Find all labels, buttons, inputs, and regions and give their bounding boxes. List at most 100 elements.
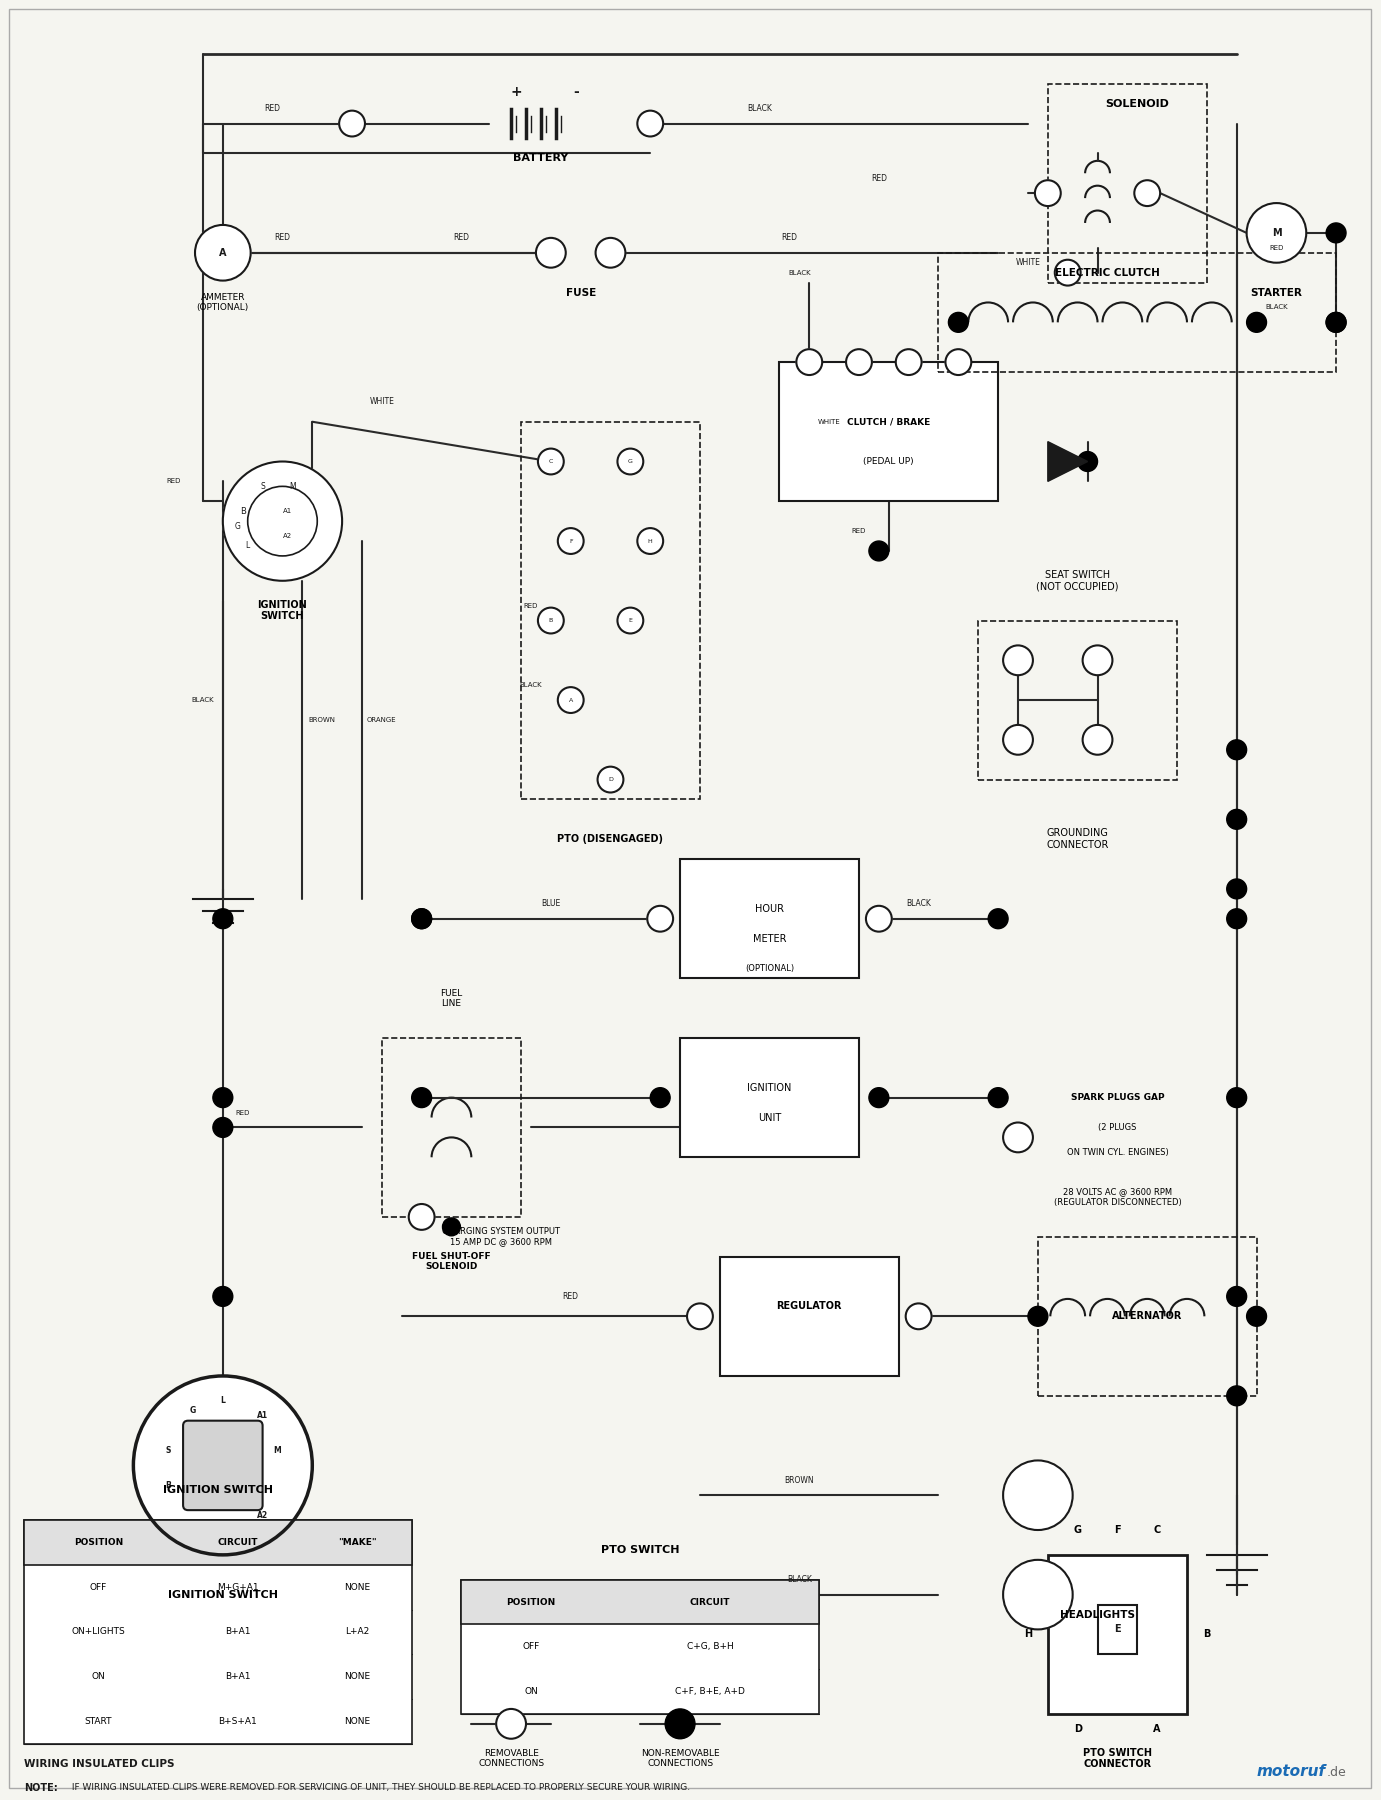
Text: CIRCUIT: CIRCUIT [217,1537,258,1546]
Polygon shape [1048,441,1088,481]
Circle shape [340,110,365,137]
Text: RED: RED [852,527,866,535]
Text: FUEL
LINE: FUEL LINE [441,988,463,1008]
Text: FUEL SHUT-OFF
SOLENOID: FUEL SHUT-OFF SOLENOID [412,1253,490,1271]
Text: D: D [608,778,613,781]
Text: BLACK: BLACK [789,270,811,275]
Text: PTO SWITCH: PTO SWITCH [601,1544,679,1555]
Text: RED: RED [523,603,539,608]
Circle shape [213,1287,233,1307]
Text: F: F [1114,1525,1121,1535]
Text: REMOVABLE
CONNECTIONS: REMOVABLE CONNECTIONS [478,1750,544,1768]
Text: WHITE: WHITE [818,419,841,425]
Text: C: C [1153,1525,1161,1535]
Text: +: + [510,85,522,99]
Circle shape [1326,313,1346,333]
Text: HEADLIGHTS: HEADLIGHTS [1061,1609,1135,1620]
Text: S: S [260,482,265,491]
Text: ON: ON [525,1687,537,1696]
Circle shape [1077,452,1098,472]
Text: NONE: NONE [344,1672,370,1681]
Circle shape [1226,878,1247,898]
Text: BLACK: BLACK [906,900,931,909]
Circle shape [1226,1287,1247,1307]
Circle shape [558,688,584,713]
Text: BROWN: BROWN [309,716,336,724]
Circle shape [1226,740,1247,760]
Text: WHITE: WHITE [370,398,395,407]
Text: A: A [1153,1724,1161,1733]
Circle shape [1083,725,1113,754]
Text: CLUTCH / BRAKE: CLUTCH / BRAKE [847,418,931,427]
Bar [461,1580,819,1624]
Text: B+A1: B+A1 [225,1672,250,1681]
Text: IF WIRING INSULATED CLIPS WERE REMOVED FOR SERVICING OF UNIT, THEY SHOULD BE REP: IF WIRING INSULATED CLIPS WERE REMOVED F… [69,1784,690,1793]
Text: H: H [1023,1629,1032,1640]
Circle shape [866,905,892,932]
Bar [978,621,1177,779]
Text: BLUE: BLUE [541,900,561,909]
Circle shape [1083,646,1113,675]
Text: ORANGE: ORANGE [367,716,396,724]
Bar [1048,1555,1188,1714]
Bar [779,362,998,500]
Circle shape [1134,180,1160,205]
Text: B+A1: B+A1 [225,1627,250,1636]
Text: E: E [628,617,632,623]
Text: RED: RED [275,234,290,243]
Text: OFF: OFF [522,1642,540,1651]
Circle shape [558,527,584,554]
Circle shape [1247,203,1306,263]
Bar [521,421,700,799]
Text: UNIT: UNIT [758,1112,782,1123]
Text: REGULATOR: REGULATOR [776,1301,842,1312]
Bar [461,1580,819,1714]
Text: ALTERNATOR: ALTERNATOR [1112,1312,1182,1321]
Circle shape [1226,1386,1247,1406]
Text: IGNITION
SWITCH: IGNITION SWITCH [258,599,308,621]
Text: (OPTIONAL): (OPTIONAL) [744,965,794,974]
Text: BLACK: BLACK [519,682,543,688]
Circle shape [247,486,318,556]
Text: AMMETER
(OPTIONAL): AMMETER (OPTIONAL) [196,293,249,311]
Circle shape [1226,1087,1247,1107]
Circle shape [1003,646,1033,675]
Circle shape [539,608,563,634]
Circle shape [1326,313,1346,333]
Text: A2: A2 [283,533,291,538]
Text: C+F, B+E, A+D: C+F, B+E, A+D [675,1687,744,1696]
Circle shape [496,1708,526,1739]
Text: "MAKE": "MAKE" [338,1537,377,1546]
Text: M: M [273,1445,282,1454]
Circle shape [1034,180,1061,205]
Circle shape [1027,1307,1048,1327]
Text: G: G [191,1406,196,1415]
Circle shape [1003,1460,1073,1530]
Text: WIRING INSULATED CLIPS: WIRING INSULATED CLIPS [23,1759,174,1769]
Text: NONE: NONE [344,1717,370,1726]
Text: CHARGING SYSTEM OUTPUT
15 AMP DC @ 3600 RPM: CHARGING SYSTEM OUTPUT 15 AMP DC @ 3600 … [442,1228,561,1246]
Text: BROWN: BROWN [784,1476,815,1485]
Bar [679,1039,859,1157]
Text: BLACK: BLACK [192,697,214,704]
Text: OFF: OFF [90,1582,108,1591]
Circle shape [412,1087,432,1107]
Text: B: B [240,508,246,517]
Text: NON-REMOVABLE
CONNECTIONS: NON-REMOVABLE CONNECTIONS [641,1750,720,1768]
Circle shape [1003,1561,1073,1629]
Text: PTO (DISENGAGED): PTO (DISENGAGED) [558,833,663,844]
Text: RED: RED [166,479,181,484]
Text: B: B [548,617,552,623]
Circle shape [896,349,921,374]
Circle shape [1247,313,1266,333]
Text: A: A [569,698,573,702]
Text: RED: RED [782,234,797,243]
Circle shape [213,1118,233,1138]
Circle shape [869,542,889,562]
Text: M+G+A1: M+G+A1 [217,1582,258,1591]
Circle shape [648,905,673,932]
Bar [23,1519,412,1564]
Text: motoruf: motoruf [1257,1764,1326,1778]
Circle shape [617,448,644,475]
Text: HOUR: HOUR [755,904,784,914]
